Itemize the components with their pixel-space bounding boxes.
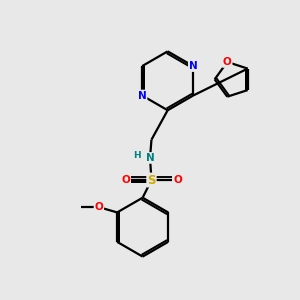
Text: O: O	[94, 202, 103, 212]
Text: O: O	[121, 175, 130, 185]
Text: N: N	[189, 61, 197, 71]
Text: O: O	[223, 57, 232, 67]
Text: O: O	[173, 175, 182, 185]
Text: H: H	[133, 151, 141, 160]
Text: N: N	[146, 153, 154, 163]
Text: N: N	[138, 91, 146, 100]
Text: S: S	[147, 173, 156, 187]
